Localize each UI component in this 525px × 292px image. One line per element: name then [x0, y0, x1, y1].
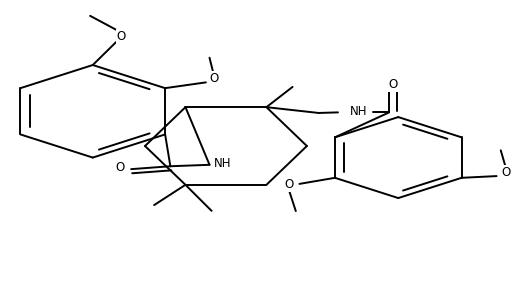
Text: NH: NH — [214, 157, 232, 171]
Text: O: O — [501, 166, 511, 179]
Text: O: O — [115, 161, 124, 175]
Text: O: O — [117, 30, 126, 43]
Text: O: O — [388, 78, 397, 91]
Text: O: O — [285, 178, 293, 191]
Text: O: O — [209, 72, 218, 84]
Text: NH: NH — [350, 105, 367, 118]
